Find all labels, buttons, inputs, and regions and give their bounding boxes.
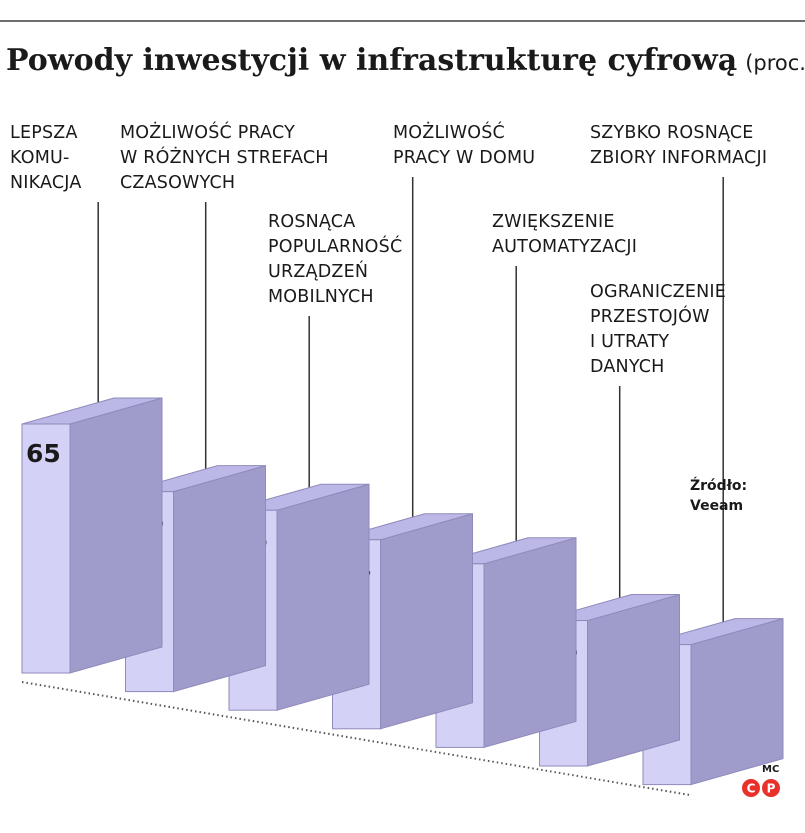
category-label: OGRANICZENIE PRZESTOJÓW I UTRATY DANYCH [590,282,726,377]
category-labels: LEPSZA KOMU- NIKACJA MOŻLIWOŚĆ PRACY W RÓŻNY… [10,121,767,377]
category-label-line: I UTRATY [590,332,669,352]
category-label: LEPSZA KOMU- NIKACJA [10,123,82,193]
category-label-line: URZĄDZEŃ [268,260,368,282]
bar-side [69,397,163,674]
category-label-line: ZWIĘKSZENIE [492,212,615,232]
category-label: ZWIĘKSZENIE AUTOMATYZACJI [492,212,637,257]
category-label-line: SZYBKO ROSNĄCE [590,123,754,143]
bar: 65 [21,397,163,674]
bar-side [173,464,266,693]
credit-mc: MC [762,764,779,775]
category-label-line: POPULARNOŚĆ [268,235,402,257]
category-label-line: W RÓŻNYCH STREFACH [120,146,329,168]
category-label-line: OGRANICZENIE [590,282,726,302]
bar-side [690,617,784,786]
source-line: Veeam [690,498,743,514]
category-label: ROSNĄCA POPULARNOŚĆ URZĄDZEŃ MOBILNYCH [268,212,402,307]
chart-title: Powody inwestycji w infrastrukturę cyfro… [6,43,805,78]
category-label-line: KOMU- [10,148,70,168]
category-label-line: ROSNĄCA [268,212,355,232]
category-label: MOŻLIWOŚĆ PRACY W RÓŻNYCH STREFACH CZASOWY… [120,121,329,193]
category-label-line: CZASOWYCH [120,173,235,193]
bars: 45465354565665 [21,397,784,786]
bar-side [276,483,370,711]
value-label: 65 [26,439,61,468]
category-label-line: ZBIORY INFORMACJI [590,148,767,168]
category-label: SZYBKO ROSNĄCE ZBIORY INFORMACJI [590,123,767,168]
logo-circle [762,779,780,797]
category-label-line: PRACY W DOMU [393,148,535,168]
category-label-line: LEPSZA [10,123,78,143]
bar-side [483,537,577,749]
bar-front [21,423,71,674]
logo-letter: P [767,782,776,796]
category-label: MOŻLIWOŚĆ PRACY W DOMU [393,121,535,168]
category-label-line: DANYCH [590,357,665,377]
category-label-line: NIKACJA [10,173,82,193]
category-label-line: MOBILNYCH [268,287,374,307]
logo-letter: C [747,782,756,796]
logo-circle [742,779,760,797]
category-label-line: PRZESTOJÓW [590,305,710,327]
category-label-line: AUTOMATYZACJI [492,237,637,257]
baseline-dotted [21,681,691,796]
source-line: Źródło: [690,476,747,494]
source-note: Źródło: Veeam [690,476,747,514]
bar-side [380,513,473,730]
chart-title-unit: (proc.) [745,51,805,75]
category-label-line: MOŻLIWOŚĆ [393,121,505,143]
chart-title-text: Powody inwestycji w infrastrukturę cyfro… [6,43,737,78]
bar-side [587,593,680,767]
category-label-line: MOŻLIWOŚĆ PRACY [120,121,295,143]
